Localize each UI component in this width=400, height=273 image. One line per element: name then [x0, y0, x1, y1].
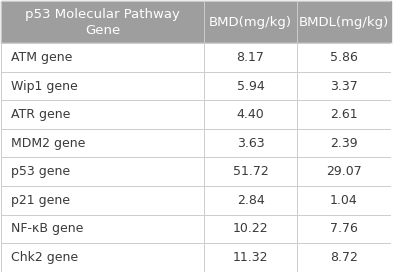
Text: 51.72: 51.72: [233, 165, 268, 178]
Text: 2.39: 2.39: [330, 137, 358, 150]
Bar: [1, 158, 391, 186]
Text: MDM2 gene: MDM2 gene: [11, 137, 86, 150]
Text: 8.17: 8.17: [237, 51, 264, 64]
Bar: [1, 215, 391, 243]
Bar: [1, 100, 391, 129]
Text: 29.07: 29.07: [326, 165, 362, 178]
Bar: [1, 129, 391, 158]
Text: BMD(mg/kg): BMD(mg/kg): [209, 16, 292, 29]
Text: 5.94: 5.94: [237, 80, 264, 93]
Bar: [1, 72, 391, 100]
Text: 2.84: 2.84: [237, 194, 264, 207]
Text: ATM gene: ATM gene: [11, 51, 72, 64]
Text: 10.22: 10.22: [233, 222, 268, 235]
Text: ATR gene: ATR gene: [11, 108, 70, 121]
Bar: [1, 243, 391, 272]
Text: Wip1 gene: Wip1 gene: [11, 80, 78, 93]
Bar: [1, 1, 391, 43]
Bar: [1, 43, 391, 72]
Text: 11.32: 11.32: [233, 251, 268, 264]
Text: NF-κB gene: NF-κB gene: [11, 222, 84, 235]
Text: p21 gene: p21 gene: [11, 194, 70, 207]
Text: 3.37: 3.37: [330, 80, 358, 93]
Text: 5.86: 5.86: [330, 51, 358, 64]
Text: p53 Molecular Pathway
Gene: p53 Molecular Pathway Gene: [25, 8, 180, 37]
Text: 2.61: 2.61: [330, 108, 358, 121]
Text: p53 gene: p53 gene: [11, 165, 70, 178]
Text: 8.72: 8.72: [330, 251, 358, 264]
Text: 4.40: 4.40: [237, 108, 264, 121]
Text: 1.04: 1.04: [330, 194, 358, 207]
Text: 7.76: 7.76: [330, 222, 358, 235]
Bar: [1, 186, 391, 215]
Text: Chk2 gene: Chk2 gene: [11, 251, 78, 264]
Text: BMDL(mg/kg): BMDL(mg/kg): [299, 16, 389, 29]
Text: 3.63: 3.63: [237, 137, 264, 150]
